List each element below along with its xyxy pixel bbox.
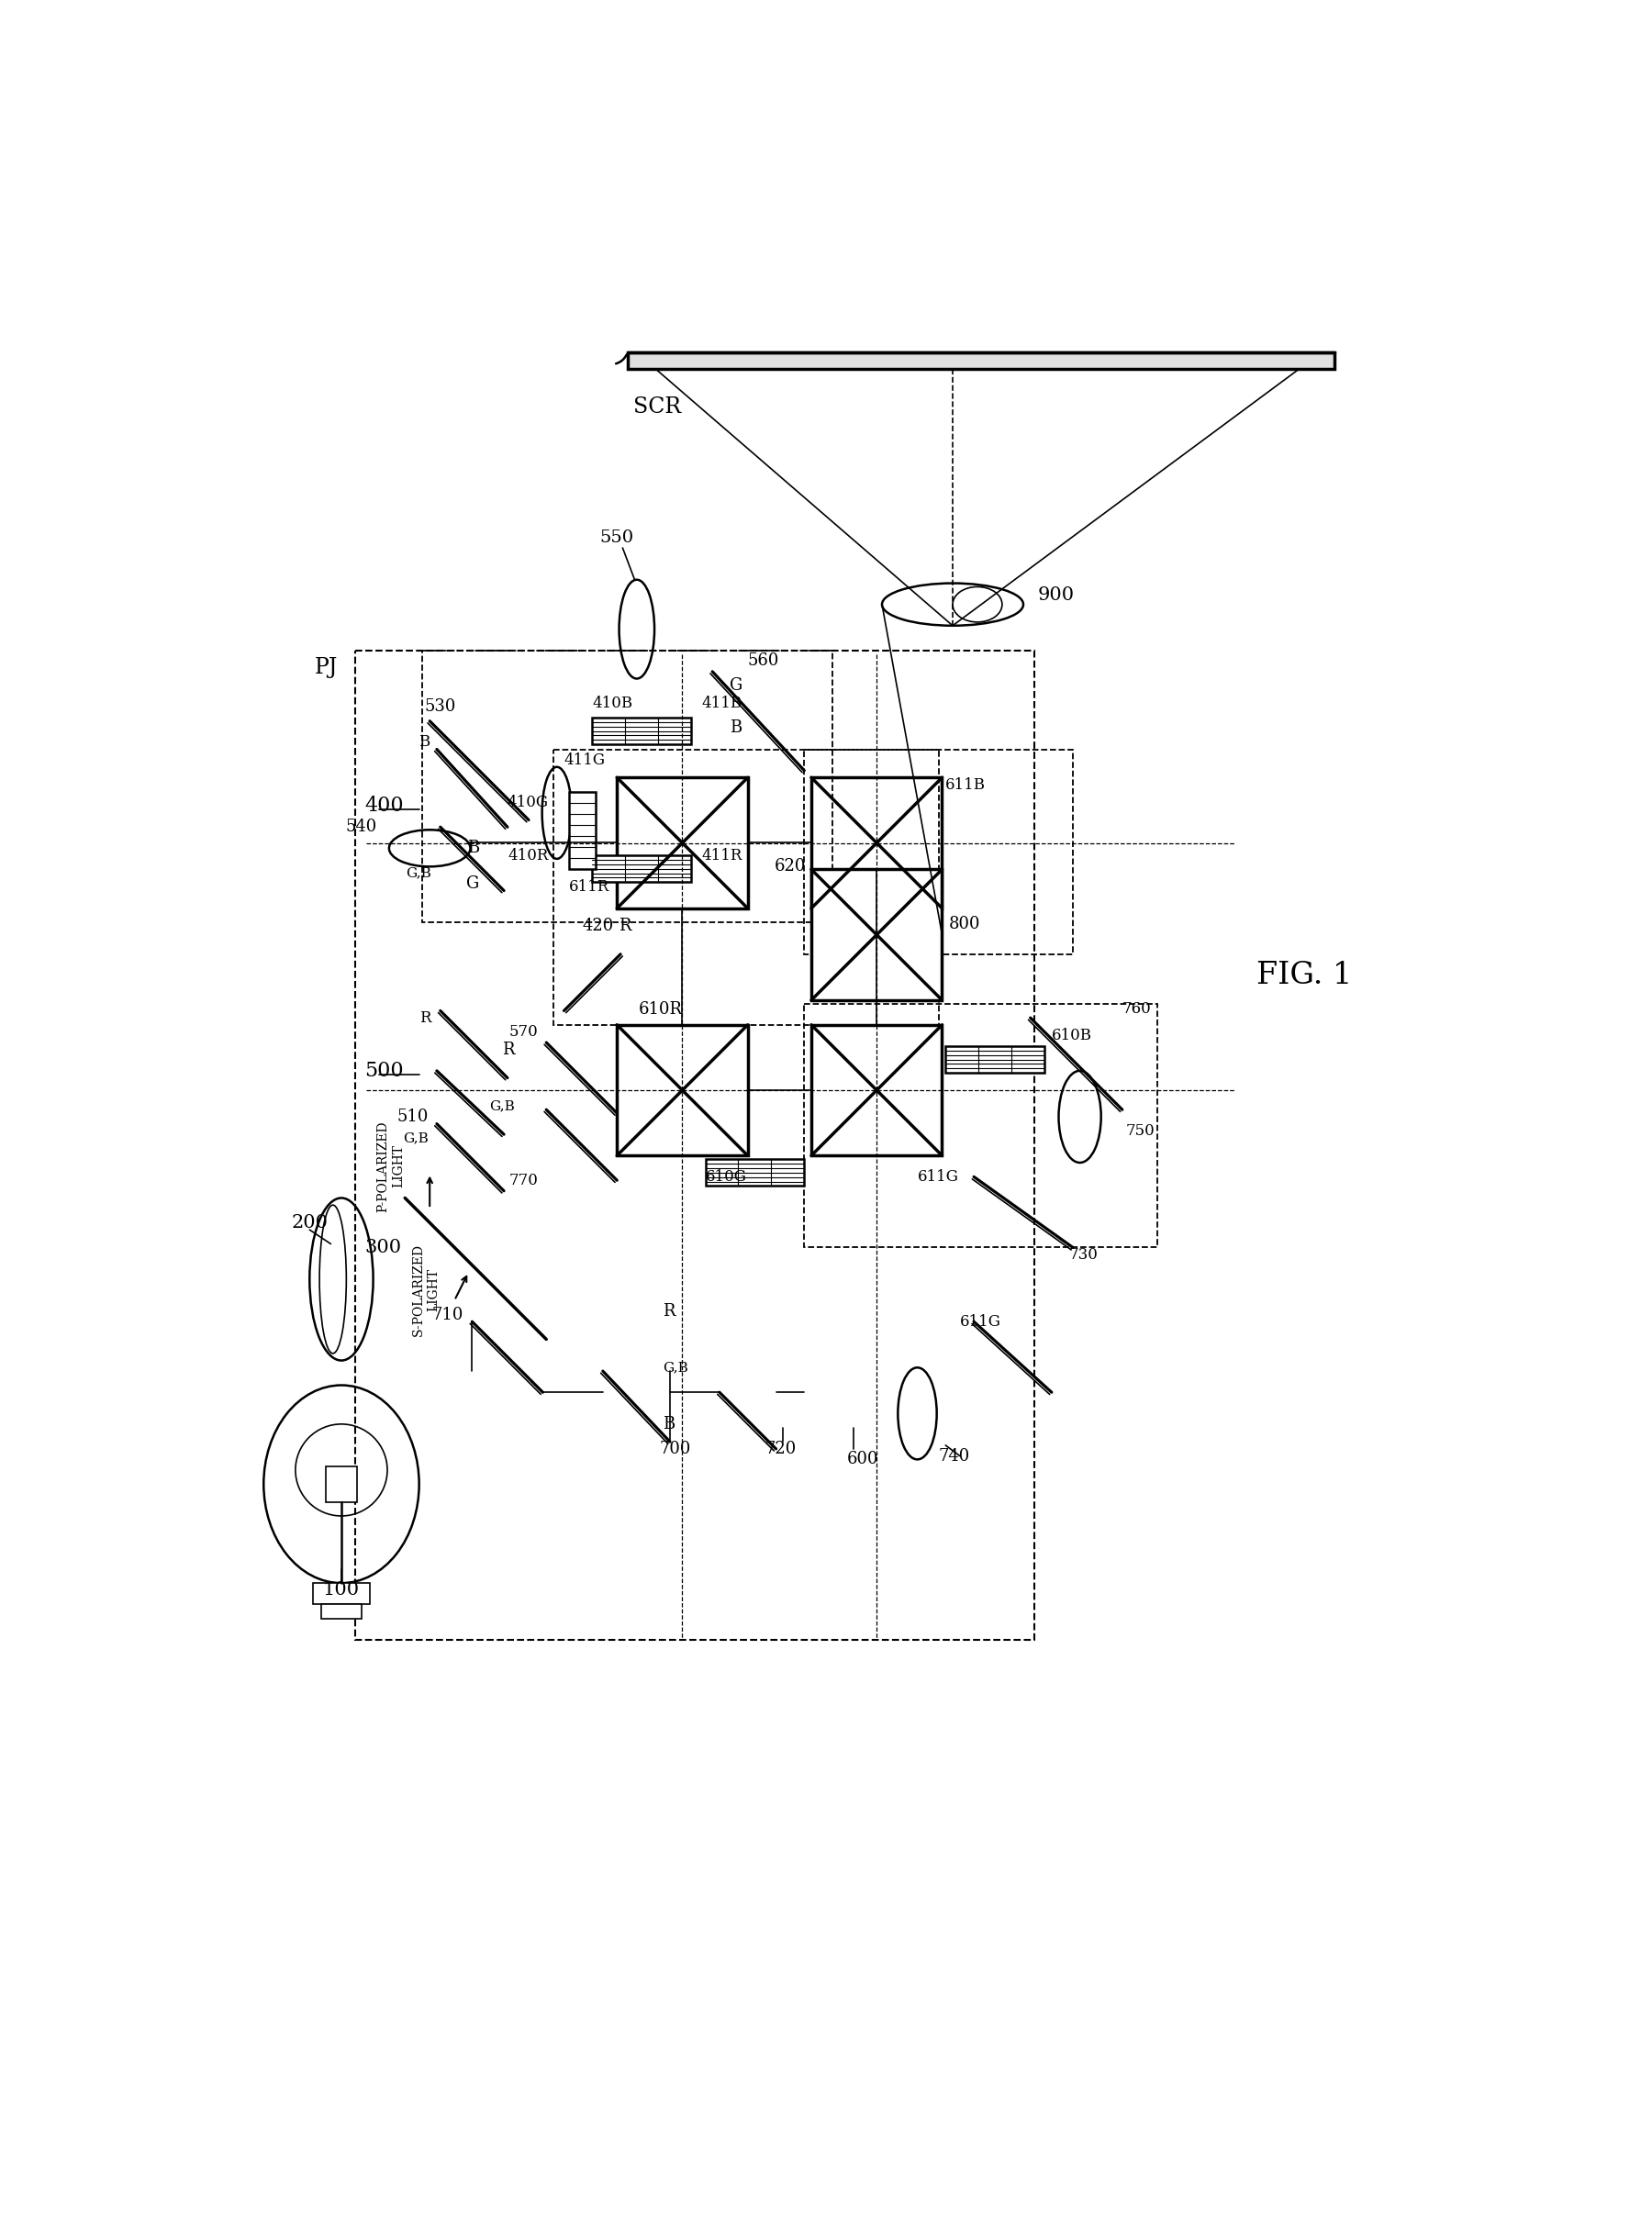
Text: B: B bbox=[730, 719, 742, 737]
Text: G,B: G,B bbox=[489, 1100, 514, 1113]
Text: 611R: 611R bbox=[570, 880, 610, 894]
Text: 610R: 610R bbox=[638, 1001, 682, 1017]
Text: 610G: 610G bbox=[705, 1169, 747, 1185]
Bar bbox=[805, 750, 1072, 954]
Bar bbox=[805, 1004, 1158, 1248]
Text: 710: 710 bbox=[433, 1306, 464, 1324]
Bar bbox=[628, 352, 1335, 370]
Text: 600: 600 bbox=[846, 1452, 879, 1467]
Text: 610B: 610B bbox=[1052, 1028, 1092, 1044]
Text: 720: 720 bbox=[765, 1440, 796, 1456]
Text: P-POLARIZED
LIGHT: P-POLARIZED LIGHT bbox=[377, 1120, 405, 1212]
Text: 611B: 611B bbox=[945, 777, 986, 793]
Text: 611G: 611G bbox=[917, 1169, 958, 1185]
Bar bbox=[811, 869, 942, 999]
Text: 750: 750 bbox=[1125, 1122, 1155, 1138]
Text: 611G: 611G bbox=[960, 1315, 1001, 1328]
Bar bbox=[616, 1026, 748, 1156]
Text: 411G: 411G bbox=[563, 753, 605, 768]
Text: 100: 100 bbox=[322, 1581, 360, 1599]
Text: 510: 510 bbox=[396, 1109, 428, 1124]
Text: 420: 420 bbox=[582, 918, 613, 934]
Bar bbox=[811, 1026, 942, 1156]
Text: B: B bbox=[662, 1416, 676, 1431]
Bar bbox=[325, 1467, 357, 1501]
Bar bbox=[591, 717, 691, 744]
Bar bbox=[568, 791, 596, 869]
Bar bbox=[945, 1046, 1044, 1073]
Text: 900: 900 bbox=[1037, 587, 1074, 605]
Text: S-POLARIZED
LIGHT: S-POLARIZED LIGHT bbox=[413, 1243, 439, 1337]
Bar bbox=[811, 777, 942, 907]
Text: 740: 740 bbox=[938, 1447, 970, 1465]
Bar bbox=[322, 1604, 362, 1617]
Text: 760: 760 bbox=[1122, 1001, 1151, 1017]
Text: R: R bbox=[420, 1010, 431, 1026]
Text: B: B bbox=[468, 840, 479, 856]
Text: 570: 570 bbox=[509, 1024, 539, 1039]
Text: 800: 800 bbox=[950, 916, 981, 932]
Text: R: R bbox=[502, 1042, 514, 1057]
Text: G,B: G,B bbox=[406, 867, 431, 880]
Bar bbox=[553, 750, 938, 1026]
Bar bbox=[355, 650, 1034, 1640]
Text: R: R bbox=[618, 918, 631, 934]
Text: 770: 770 bbox=[509, 1172, 539, 1187]
Text: 730: 730 bbox=[1069, 1248, 1099, 1263]
Text: 411R: 411R bbox=[702, 847, 742, 862]
Bar bbox=[314, 1584, 370, 1604]
Text: 411B: 411B bbox=[702, 697, 742, 710]
Text: 400: 400 bbox=[365, 795, 403, 815]
Text: FIG. 1: FIG. 1 bbox=[1257, 961, 1353, 990]
Bar bbox=[423, 650, 833, 923]
Text: 540: 540 bbox=[345, 820, 377, 836]
Text: SCR: SCR bbox=[633, 396, 681, 417]
Text: G,B: G,B bbox=[662, 1362, 689, 1373]
Text: 550: 550 bbox=[600, 529, 634, 547]
Text: B: B bbox=[418, 735, 430, 750]
Text: 560: 560 bbox=[748, 652, 780, 670]
Text: 410R: 410R bbox=[507, 847, 548, 862]
Bar bbox=[705, 1158, 805, 1185]
Text: PJ: PJ bbox=[314, 656, 337, 679]
Text: 620: 620 bbox=[775, 858, 806, 874]
Text: 300: 300 bbox=[365, 1239, 401, 1257]
Text: R: R bbox=[662, 1304, 676, 1319]
Bar bbox=[616, 777, 748, 907]
Text: 700: 700 bbox=[659, 1440, 691, 1456]
Text: G,B: G,B bbox=[403, 1131, 428, 1145]
Text: 200: 200 bbox=[292, 1214, 329, 1232]
Text: 410B: 410B bbox=[591, 697, 633, 710]
Text: G: G bbox=[730, 676, 743, 694]
Text: 530: 530 bbox=[425, 699, 456, 715]
Text: 410G: 410G bbox=[507, 795, 548, 811]
Bar bbox=[591, 856, 691, 883]
Text: G: G bbox=[466, 876, 479, 892]
Text: 500: 500 bbox=[365, 1062, 403, 1082]
